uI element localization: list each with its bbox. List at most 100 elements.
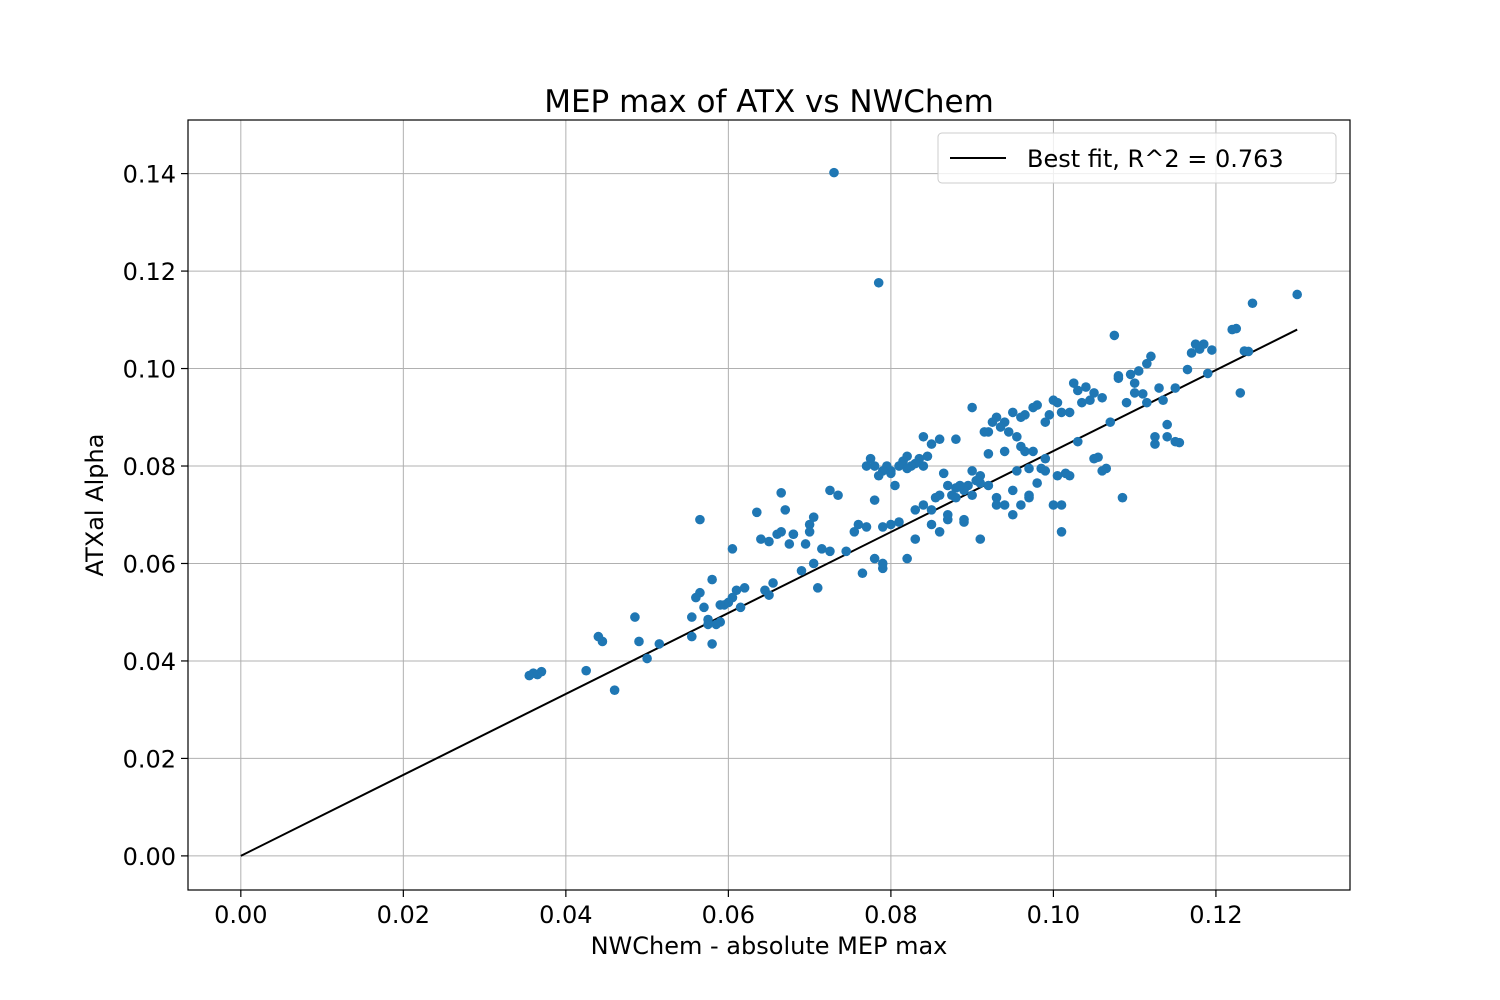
scatter-point (861, 522, 872, 532)
scatter-point (768, 578, 778, 588)
chart-title: MEP max of ATX vs NWChem (544, 84, 994, 120)
scatter-point (930, 492, 941, 503)
scatter-point (1158, 395, 1168, 406)
scatter-point (886, 519, 896, 530)
scatter-point (1125, 369, 1136, 380)
scatter-point (918, 500, 929, 510)
scatter-point (1202, 368, 1213, 379)
scatter-point (1142, 358, 1152, 369)
scatter-point (1024, 490, 1034, 501)
scatter-point (776, 488, 786, 498)
scatter-point (1170, 436, 1181, 447)
y-tick-label: 0.02 (123, 745, 176, 773)
scatter-point (857, 568, 868, 579)
scatter-point (983, 480, 994, 491)
scatter-point (902, 553, 912, 564)
scatter-point (784, 539, 795, 549)
x-tick-label: 0.10 (1027, 901, 1080, 929)
scatter-point (1109, 330, 1120, 341)
scatter-point (804, 519, 815, 530)
scatter-point (942, 480, 953, 491)
scatter-point (1068, 378, 1079, 388)
scatter-point (849, 527, 860, 537)
scatter-point (1207, 345, 1217, 355)
scatter-point (812, 583, 823, 593)
scatter-point (1150, 439, 1160, 449)
legend-label: Best fit, R^2 = 0.763 (1027, 145, 1284, 173)
scatter-point (715, 600, 726, 610)
scatter-point (630, 612, 640, 622)
scatter-point (975, 478, 986, 488)
scatter-point (894, 517, 904, 527)
scatter-point (788, 529, 799, 540)
scatter-point (902, 463, 912, 474)
scatter-point (877, 558, 888, 569)
scatter-point (873, 277, 884, 288)
scatter-point (1052, 470, 1063, 481)
scatter-point (1121, 397, 1132, 408)
scatter-point (1186, 348, 1197, 358)
scatter-point (1064, 407, 1075, 418)
scatter-point (731, 585, 742, 596)
scatter-point (760, 585, 770, 596)
scatter-point (1040, 453, 1051, 464)
scatter-point (1056, 500, 1067, 510)
y-tick-label: 0.06 (123, 550, 176, 578)
scatter-point (524, 670, 535, 681)
scatter-point (707, 639, 717, 649)
scatter-point (735, 602, 746, 613)
plot-frame (187, 119, 1351, 891)
scatter-point (1129, 388, 1140, 398)
scatter-point (1081, 382, 1091, 392)
scatter-point (707, 574, 717, 585)
scatter-point (1072, 436, 1083, 447)
scatter-point (780, 505, 791, 515)
scatter-point (1089, 453, 1099, 464)
scatter-point (951, 483, 961, 493)
scatter-point (1024, 463, 1034, 474)
scatter-point (877, 522, 888, 532)
scatter-point (695, 514, 705, 525)
scatter-point (1243, 346, 1254, 357)
scatter-point (1231, 323, 1242, 334)
scatter-point (951, 434, 961, 445)
scatter-point (886, 468, 896, 479)
scatter-point (926, 439, 937, 449)
scatter-point (687, 612, 697, 622)
y-axis-label: ATXal Alpha (81, 434, 109, 577)
scatter-point (1194, 344, 1205, 354)
scatter-point (894, 461, 904, 471)
x-tick-label: 0.06 (702, 901, 755, 929)
scatter-point (967, 402, 977, 413)
scatter-point (1064, 470, 1075, 481)
x-tick-label: 0.02 (377, 901, 430, 929)
scatter-point (1048, 395, 1059, 406)
scatter-point (1129, 378, 1140, 388)
scatter-point (918, 431, 929, 442)
scatter-point (890, 480, 900, 491)
scatter-point (1085, 395, 1095, 406)
scatter-point (1040, 466, 1051, 476)
scatter-point (938, 468, 949, 479)
scatter-point (951, 492, 961, 503)
scatter-point (1028, 446, 1038, 457)
scatter-point (1044, 410, 1055, 420)
scatter-point (1150, 431, 1160, 442)
scatter-point (825, 485, 835, 496)
scatter-point (1170, 383, 1181, 393)
scatter-point (926, 505, 937, 515)
scatter-point (1056, 527, 1067, 537)
scatter-point (910, 534, 921, 544)
scatter-point (967, 466, 977, 476)
scatter-point (691, 592, 701, 603)
scatter-point (1072, 385, 1083, 396)
scatter-point (1040, 417, 1051, 427)
scatter-point (910, 505, 921, 515)
scatter-point (1048, 500, 1059, 510)
scatter-point (829, 167, 839, 178)
scatter-point (1016, 412, 1026, 423)
scatter-point (1077, 397, 1087, 408)
scatter-point (642, 653, 652, 664)
scatter-point (1089, 388, 1099, 398)
